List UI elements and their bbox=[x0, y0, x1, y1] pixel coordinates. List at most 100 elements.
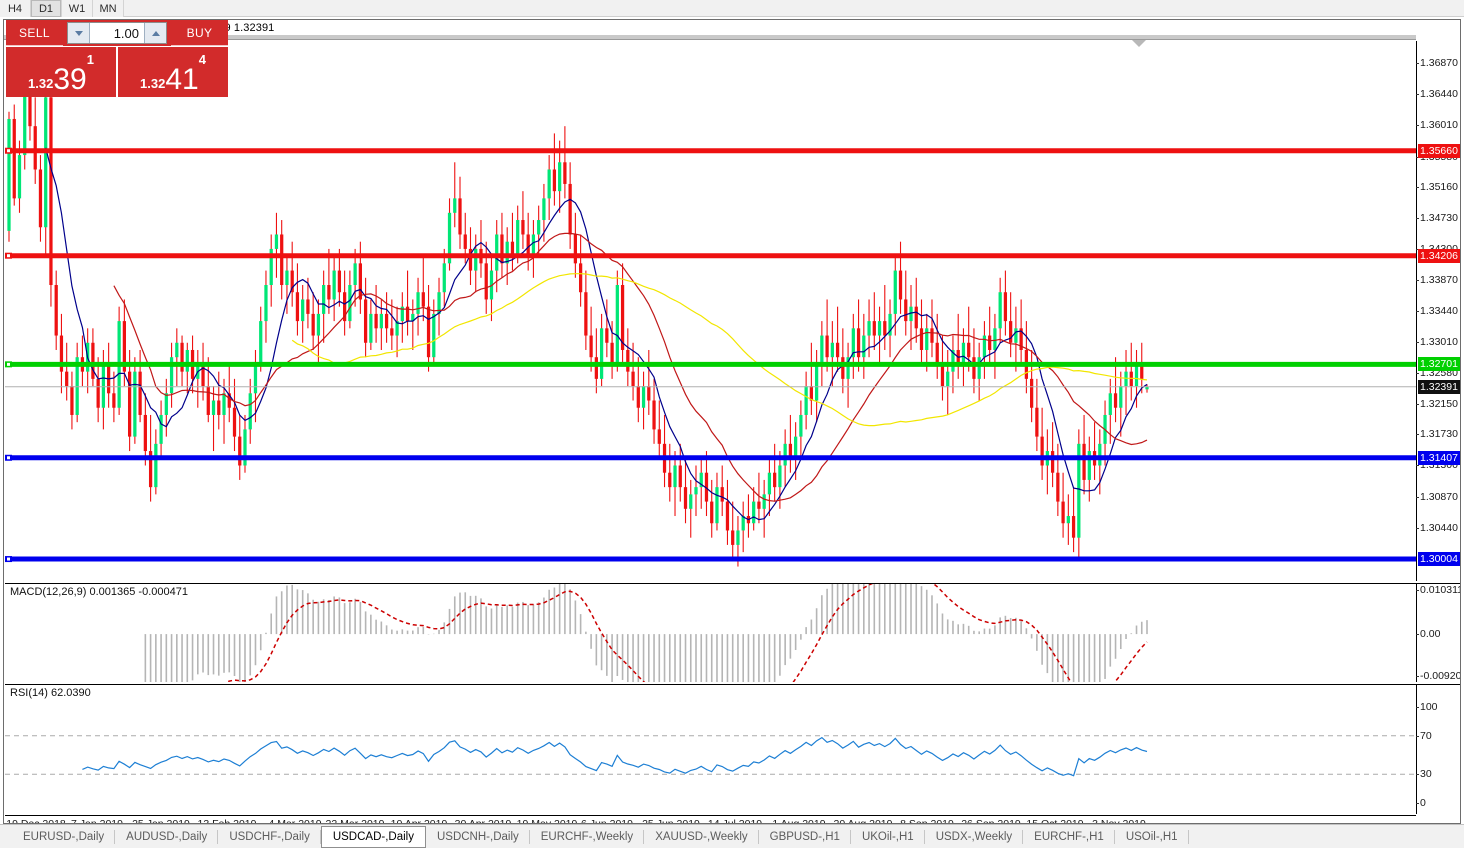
symbol-tab[interactable]: UKOil-,H1 bbox=[851, 827, 925, 847]
date-axis-label: 14 Jul 2019 bbox=[707, 818, 763, 824]
symbol-tab[interactable]: USDCNH-,Daily bbox=[426, 827, 530, 847]
symbol-tab[interactable]: USOil-,H1 bbox=[1115, 827, 1189, 847]
volume-increment-button[interactable] bbox=[144, 23, 166, 43]
timeframe-h4[interactable]: H4 bbox=[0, 0, 31, 17]
date-axis-label: 7 Jan 2019 bbox=[71, 818, 123, 824]
buy-button-label: BUY bbox=[186, 25, 213, 40]
symbol-tab[interactable]: GBPUSD-,H1 bbox=[759, 827, 852, 847]
date-axis-label: 19 May 2019 bbox=[516, 818, 578, 824]
horizontal-levels-layer bbox=[5, 147, 1416, 563]
chevron-up-icon bbox=[151, 30, 160, 36]
trade-panel-price-row: 1.32 39 1 1.32 41 4 bbox=[6, 47, 228, 97]
sell-price-big: 39 bbox=[53, 62, 87, 96]
price-axis-tick: 1.32150 bbox=[1416, 398, 1458, 411]
price-chart-pane[interactable] bbox=[5, 41, 1416, 581]
date-axis-label: 8 Sep 2019 bbox=[900, 818, 954, 824]
trade-panel-top-row: SELL 1.00 BUY bbox=[6, 20, 228, 46]
macd-axis-tick: 0.010311 bbox=[1415, 584, 1460, 596]
rsi-axis-tick: 0 bbox=[1416, 797, 1426, 809]
price-axis-tick: 1.33010 bbox=[1416, 336, 1458, 349]
price-axis[interactable]: 1.368701.364401.360101.355801.351601.347… bbox=[1416, 41, 1460, 581]
rsi-axis-tick: 100 bbox=[1416, 701, 1438, 713]
symbol-tab-strip: EURUSD-,Daily AUDUSD-,Daily USDCHF-,Daily U… bbox=[0, 824, 1464, 848]
price-axis-tick: 1.33440 bbox=[1416, 305, 1458, 317]
macd-axis-tick: -0.009203 bbox=[1415, 670, 1460, 682]
date-axis-label: 22 Mar 2019 bbox=[325, 818, 385, 824]
price-axis-tick: 1.35160 bbox=[1416, 180, 1458, 193]
sell-button[interactable]: SELL bbox=[6, 20, 63, 46]
symbol-tab[interactable]: EURCHF-,Weekly bbox=[530, 827, 645, 847]
date-axis-label: 19 Dec 2018 bbox=[6, 818, 66, 824]
date-axis-label: 30 Apr 2019 bbox=[454, 818, 512, 824]
price-axis-tag: 1.30004 bbox=[1418, 552, 1460, 567]
price-axis-tag: 1.31407 bbox=[1418, 450, 1460, 465]
symbol-tab[interactable]: EURUSD-,Daily bbox=[12, 827, 116, 847]
scrollbar-thumb[interactable] bbox=[4, 35, 1416, 39]
date-axis-label: 15 Oct 2019 bbox=[1026, 818, 1084, 824]
date-axis-label: 26 Sep 2019 bbox=[961, 818, 1021, 824]
volume-stepper[interactable]: 1.00 bbox=[67, 22, 167, 44]
timeframe-w1[interactable]: W1 bbox=[62, 0, 93, 17]
candlesticks-layer bbox=[7, 61, 1149, 567]
symbol-tab[interactable]: EURCHF-,H1 bbox=[1023, 827, 1115, 847]
sell-button-label: SELL bbox=[19, 25, 50, 40]
sell-price-lead: 1.32 bbox=[28, 76, 54, 91]
price-axis-tick: 1.36010 bbox=[1416, 119, 1458, 132]
price-axis-tick: 1.31730 bbox=[1416, 428, 1458, 441]
symbol-tab[interactable]: AUDUSD-,Daily bbox=[115, 827, 219, 847]
price-axis-tag: 1.34206 bbox=[1418, 248, 1460, 263]
rsi-pane[interactable]: RSI(14) 62.0390 bbox=[5, 684, 1416, 814]
rsi-axis-tick: 30 bbox=[1416, 768, 1432, 781]
macd-axis-tick: 0.00 bbox=[1415, 628, 1441, 641]
rsi-line bbox=[82, 736, 1148, 777]
macd-svg bbox=[144, 584, 1148, 682]
price-axis-tick: 1.36870 bbox=[1416, 57, 1458, 70]
date-axis-label: 3 Nov 2019 bbox=[1092, 818, 1146, 824]
chart-horizontal-scrollbar[interactable] bbox=[4, 35, 1416, 40]
rsi-level-lines bbox=[5, 735, 1416, 775]
timeframe-mn[interactable]: MN bbox=[93, 0, 124, 17]
macd-pane[interactable]: MACD(12,26,9) 0.001365 -0.000471 bbox=[5, 583, 1416, 682]
price-axis-tag: 1.32391 bbox=[1418, 379, 1460, 394]
price-axis-tick: 1.30440 bbox=[1416, 521, 1458, 534]
volume-decrement-button[interactable] bbox=[68, 23, 90, 43]
price-axis-tick: 1.36440 bbox=[1416, 88, 1458, 101]
rsi-axis: 100 70 30 0 bbox=[1416, 684, 1460, 814]
chevron-down-icon bbox=[74, 30, 83, 36]
price-chart-svg bbox=[5, 61, 1416, 567]
macd-histogram bbox=[144, 584, 1148, 682]
date-axis[interactable]: 19 Dec 2018 7 Jan 2019 25 Jan 2019 13 Feb 2… bbox=[5, 815, 1416, 824]
symbol-tab[interactable]: USDX-,Weekly bbox=[925, 827, 1024, 847]
symbol-tab[interactable]: USDCHF-,Daily bbox=[218, 827, 321, 847]
date-axis-label: 25 Jan 2019 bbox=[132, 818, 190, 824]
rsi-axis-tick: 70 bbox=[1416, 729, 1432, 742]
symbol-tab[interactable]: XAUUSD-,Weekly bbox=[644, 827, 760, 847]
price-axis-tag: 1.32701 bbox=[1418, 357, 1460, 372]
symbol-tab-active[interactable]: USDCAD-,Daily bbox=[320, 825, 426, 848]
date-axis-label: 4 Mar 2019 bbox=[268, 818, 322, 824]
volume-value[interactable]: 1.00 bbox=[113, 25, 139, 41]
macd-label: MACD(12,26,9) 0.001365 -0.000471 bbox=[10, 586, 188, 598]
price-axis-tick: 1.34730 bbox=[1416, 211, 1458, 224]
buy-button[interactable]: BUY bbox=[171, 20, 228, 46]
macd-axis: 0.010311 0.00 -0.009203 bbox=[1415, 583, 1460, 682]
sell-price-button[interactable]: 1.32 39 1 bbox=[6, 47, 116, 97]
timeframe-toolbar: H4 D1 W1 MN bbox=[0, 0, 1464, 17]
buy-price-lead: 1.32 bbox=[140, 76, 166, 91]
chart-position-marker-icon bbox=[1132, 40, 1146, 47]
buy-price-big: 41 bbox=[165, 62, 199, 96]
buy-price-sup: 4 bbox=[198, 52, 206, 67]
rsi-label: RSI(14) 62.0390 bbox=[10, 687, 91, 699]
one-click-trading-panel: SELL 1.00 BUY 1.32 39 1 1.32 41 bbox=[6, 20, 228, 98]
timeframe-d1[interactable]: D1 bbox=[31, 0, 62, 17]
macd-signal-line bbox=[225, 584, 1148, 682]
date-axis-label: 10 Apr 2019 bbox=[390, 818, 448, 824]
buy-price-button[interactable]: 1.32 41 4 bbox=[118, 47, 228, 97]
date-axis-label: 1 Aug 2019 bbox=[772, 818, 826, 824]
chart-window: USDCAD-,Daily 1.32355 1.32425 1.32309 1.… bbox=[3, 19, 1461, 824]
date-axis-label: 13 Feb 2019 bbox=[197, 818, 257, 824]
date-axis-label: 6 Jun 2019 bbox=[581, 818, 633, 824]
price-axis-tick: 1.30870 bbox=[1416, 490, 1458, 503]
volume-field-wrapper: 1.00 bbox=[63, 20, 171, 46]
